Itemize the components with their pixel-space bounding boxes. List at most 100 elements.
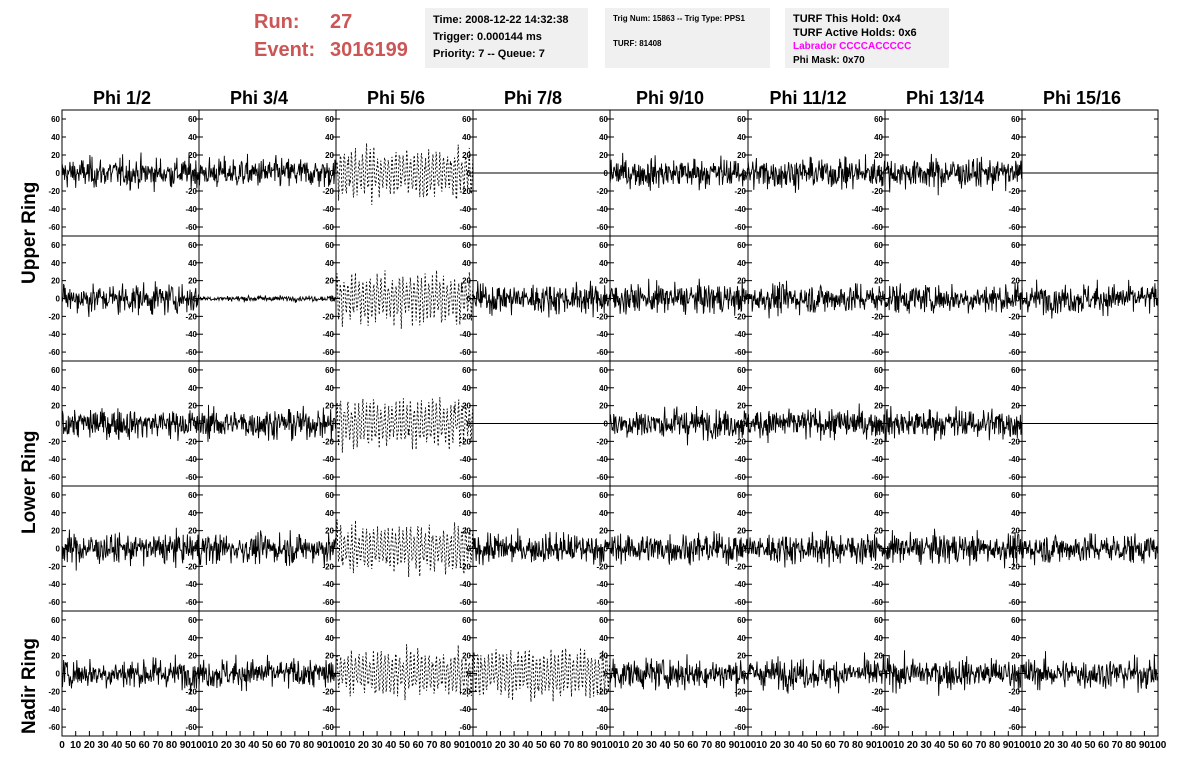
y-tick-label: 0: [330, 169, 335, 178]
run-value: 27: [330, 11, 353, 33]
y-tick-label: -20: [734, 437, 746, 446]
y-tick-label: 20: [1011, 652, 1020, 661]
y-tick-label: 0: [193, 295, 198, 304]
y-tick-label: 20: [325, 527, 334, 536]
y-tick-label: 40: [188, 634, 197, 643]
y-tick-label: 20: [1011, 527, 1020, 536]
y-tick-label: 60: [599, 616, 608, 625]
x-tick-label: 70: [563, 740, 575, 751]
y-tick-label: -20: [459, 562, 471, 571]
y-tick-label: 20: [599, 277, 608, 286]
y-tick-label: 0: [56, 295, 61, 304]
waveform-trace: [609, 152, 749, 191]
y-tick-label: 0: [1016, 545, 1021, 554]
y-tick-label: -20: [322, 187, 334, 196]
x-tick-label: 90: [591, 740, 603, 751]
y-tick-label: -40: [459, 580, 471, 589]
column-header-phi-15-16: Phi 15/16: [1042, 88, 1122, 108]
x-tick-label: 40: [248, 740, 260, 751]
y-tick-label: -40: [1008, 205, 1020, 214]
y-tick-label: -60: [185, 598, 197, 607]
column-header-phi-7-8: Phi 7/8: [503, 88, 563, 108]
column-header-phi-5-6: Phi 5/6: [366, 88, 426, 108]
y-tick-label: 60: [462, 241, 471, 250]
y-tick-label: -40: [871, 330, 883, 339]
x-tick-label: 70: [838, 740, 850, 751]
y-tick-label: -20: [1008, 687, 1020, 696]
y-tick-label: 20: [188, 652, 197, 661]
y-tick-label: 20: [462, 652, 471, 661]
y-tick-label: 40: [874, 509, 883, 518]
y-tick-label: 60: [325, 616, 334, 625]
x-tick-label: 50: [948, 740, 960, 751]
y-tick-label: 0: [879, 295, 884, 304]
y-tick-label: 20: [188, 527, 197, 536]
y-tick-label: 60: [51, 366, 60, 375]
x-tick-label: 80: [852, 740, 864, 751]
y-tick-label: -60: [1008, 473, 1020, 482]
y-tick-label: -20: [185, 187, 197, 196]
y-tick-label: 40: [462, 133, 471, 142]
time-text: Time: 2008-12-22 14:32:38: [433, 14, 569, 26]
y-tick-label: 0: [742, 670, 747, 679]
y-tick-label: 60: [874, 115, 883, 124]
y-tick-label: 20: [51, 151, 60, 160]
y-tick-label: -60: [459, 348, 471, 357]
y-tick-label: -40: [871, 580, 883, 589]
y-tick-label: 0: [879, 670, 884, 679]
y-tick-label: -20: [48, 687, 60, 696]
x-tick-label: 50: [811, 740, 823, 751]
y-tick-label: -60: [322, 723, 334, 732]
x-tick-label: 80: [166, 740, 178, 751]
y-tick-label: 40: [1011, 509, 1020, 518]
y-tick-label: 20: [325, 652, 334, 661]
y-tick-label: -40: [734, 330, 746, 339]
y-tick-label: -40: [734, 705, 746, 714]
y-tick-label: 40: [737, 384, 746, 393]
y-tick-label: -40: [1008, 580, 1020, 589]
x-tick-label: 70: [152, 740, 164, 751]
waveform-trace: [61, 408, 200, 441]
waveform-trace: [472, 528, 611, 567]
y-tick-label: 20: [325, 402, 334, 411]
x-tick-label: 50: [1084, 740, 1096, 751]
y-tick-label: -60: [185, 223, 197, 232]
y-tick-label: -40: [185, 580, 197, 589]
y-tick-label: -60: [1008, 598, 1020, 607]
x-tick-label: 60: [687, 740, 699, 751]
y-tick-label: 60: [874, 491, 883, 500]
x-tick-label: 80: [577, 740, 589, 751]
y-tick-label: 60: [599, 366, 608, 375]
y-tick-label: 60: [51, 241, 60, 250]
y-tick-label: -20: [871, 312, 883, 321]
y-tick-label: 60: [51, 115, 60, 124]
y-tick-label: 60: [599, 115, 608, 124]
y-tick-label: -20: [734, 562, 746, 571]
x-tick-label: 50: [125, 740, 137, 751]
y-tick-label: -60: [459, 723, 471, 732]
y-tick-label: -60: [459, 598, 471, 607]
x-tick-label: 70: [289, 740, 301, 751]
y-tick-label: 0: [879, 545, 884, 554]
y-tick-label: -20: [871, 187, 883, 196]
y-tick-label: 20: [737, 151, 746, 160]
y-tick-label: -60: [185, 723, 197, 732]
x-tick-label: 10: [1030, 740, 1042, 751]
y-tick-label: -20: [322, 312, 334, 321]
x-tick-label: 70: [426, 740, 438, 751]
y-tick-label: -60: [1008, 723, 1020, 732]
x-tick-label: 100: [740, 740, 757, 751]
waveform-trace: [61, 654, 200, 694]
waveform-trace: [747, 528, 886, 568]
y-tick-label: -60: [322, 598, 334, 607]
y-tick-label: -20: [185, 562, 197, 571]
x-tick-label: 80: [440, 740, 452, 751]
y-tick-label: -20: [734, 312, 746, 321]
y-tick-label: 0: [604, 420, 609, 429]
x-tick-label: 80: [303, 740, 315, 751]
y-tick-label: -40: [322, 205, 334, 214]
y-tick-label: 40: [325, 509, 334, 518]
x-tick-label: 90: [180, 740, 192, 751]
y-tick-label: 60: [874, 366, 883, 375]
